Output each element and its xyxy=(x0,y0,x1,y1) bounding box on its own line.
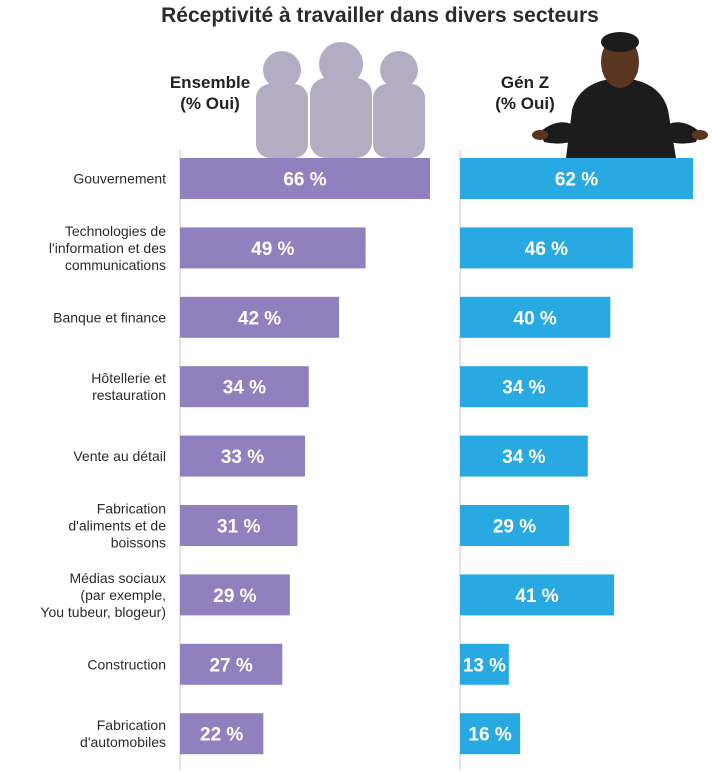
genz-value-label: 13 % xyxy=(463,655,506,676)
category-label: communications xyxy=(65,257,166,273)
genz-value-label: 16 % xyxy=(468,725,511,746)
ensemble-value-label: 42 % xyxy=(238,308,281,329)
category-label: Vente au détail xyxy=(73,448,166,464)
ensemble-bar xyxy=(180,643,283,685)
category-label: restauration xyxy=(92,387,166,403)
genz-header: Gén Z (% Oui) xyxy=(480,72,570,114)
category-label: d'automobiles xyxy=(80,734,166,750)
genz-header-line1: Gén Z xyxy=(500,73,550,92)
ensemble-bar xyxy=(180,227,366,269)
category-label: Médias sociaux xyxy=(70,570,167,586)
genz-bar xyxy=(460,643,509,685)
ensemble-bar xyxy=(180,296,340,338)
genz-value-label: 34 % xyxy=(502,447,545,468)
ensemble-header: Ensemble (% Oui) xyxy=(160,72,260,114)
category-label: Technologies de xyxy=(65,223,166,239)
genz-bar xyxy=(460,158,693,199)
ensemble-value-label: 27 % xyxy=(209,655,252,676)
ensemble-value-label: 49 % xyxy=(251,239,294,260)
genz-bars: 62 % 46 % 40 % 34 % 34 % 29 % 41 % 13 % 16 % xyxy=(460,158,693,755)
category-labels: Gouvernement Technologies del'information… xyxy=(40,171,166,751)
ensemble-value-label: 22 % xyxy=(200,725,243,746)
ensemble-value-label: 29 % xyxy=(213,586,256,607)
ensemble-header-line2: (% Oui) xyxy=(180,94,240,113)
genz-value-label: 40 % xyxy=(514,308,557,329)
ensemble-value-label: 31 % xyxy=(217,517,260,538)
ensemble-bar xyxy=(180,574,290,616)
ensemble-bars: 66 % 49 % 42 % 34 % 33 % 31 % 29 % 27 % 22 % xyxy=(180,158,430,755)
ensemble-bar xyxy=(180,435,305,477)
category-label: Fabrication xyxy=(97,501,166,517)
category-label: You tubeur, blogeur) xyxy=(40,604,166,620)
category-label: Gouvernement xyxy=(73,171,166,187)
young-person-icon xyxy=(532,32,708,158)
genz-value-label: 41 % xyxy=(515,586,558,607)
genz-bar xyxy=(460,366,588,408)
category-label: d'aliments et de xyxy=(68,518,166,534)
category-label: l'information et des xyxy=(49,240,166,256)
category-label: Fabrication xyxy=(97,717,166,733)
ensemble-value-label: 34 % xyxy=(223,378,266,399)
people-group-icon xyxy=(256,42,425,158)
genz-value-label: 29 % xyxy=(493,517,536,538)
genz-bar xyxy=(460,227,633,269)
category-label: Banque et finance xyxy=(53,309,166,325)
category-label: Construction xyxy=(87,656,166,672)
genz-bar xyxy=(460,505,569,546)
ensemble-header-line1: Ensemble xyxy=(169,73,251,92)
category-label: boissons xyxy=(111,535,166,551)
ensemble-bar xyxy=(180,158,430,199)
genz-value-label: 46 % xyxy=(525,239,568,260)
ensemble-bar xyxy=(180,366,309,408)
ensemble-value-label: 33 % xyxy=(221,447,264,468)
genz-bar xyxy=(460,574,615,616)
category-label: Hôtellerie et xyxy=(91,370,166,386)
category-label: (par exemple, xyxy=(80,587,166,603)
genz-bar xyxy=(460,296,611,338)
ensemble-bar xyxy=(180,505,298,546)
chart-title: Réceptivité à travailler dans divers sec… xyxy=(161,4,599,27)
genz-value-label: 62 % xyxy=(555,170,598,191)
genz-value-label: 34 % xyxy=(502,378,545,399)
genz-header-line2: (% Oui) xyxy=(495,94,555,113)
ensemble-value-label: 66 % xyxy=(283,170,326,191)
genz-bar xyxy=(460,435,588,477)
ensemble-bar xyxy=(180,713,264,755)
genz-bar xyxy=(460,713,521,755)
